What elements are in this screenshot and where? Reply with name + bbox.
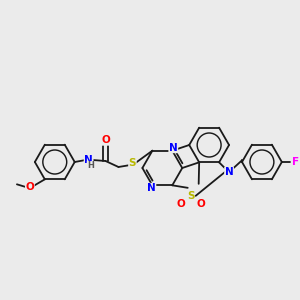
Text: H: H <box>87 161 94 170</box>
Text: F: F <box>292 157 299 167</box>
Text: N: N <box>147 183 156 193</box>
Text: N: N <box>225 167 233 177</box>
Text: N: N <box>169 143 178 153</box>
Text: S: S <box>187 191 194 201</box>
Text: N: N <box>84 155 93 165</box>
Text: S: S <box>129 158 136 168</box>
Text: O: O <box>196 199 205 209</box>
Text: O: O <box>101 135 110 145</box>
Text: O: O <box>26 182 34 192</box>
Text: O: O <box>176 199 185 209</box>
